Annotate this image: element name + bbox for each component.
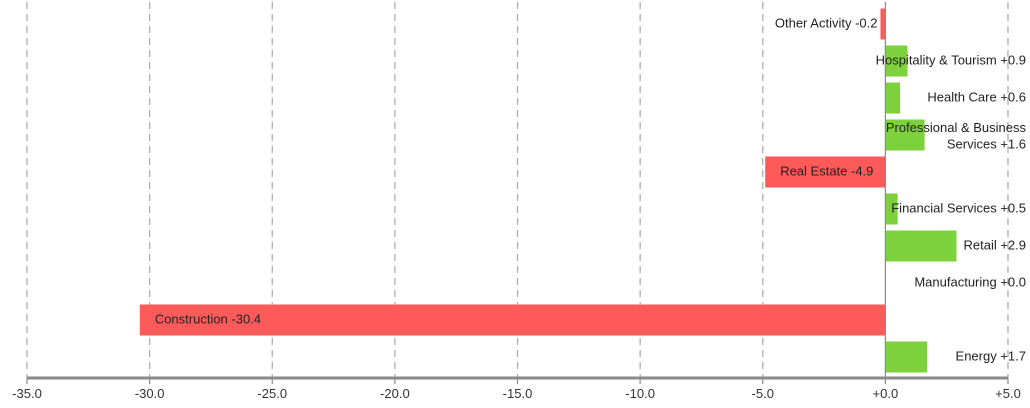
- bar: [885, 45, 908, 77]
- bar-label: Other Activity -0.2: [775, 15, 878, 30]
- bar-label-line: Services +1.6: [947, 137, 1026, 152]
- tick-label: -10.0: [625, 386, 655, 401]
- bar-label: Construction -30.4: [155, 311, 261, 326]
- tick-label: -35.0: [12, 386, 42, 401]
- bar: [885, 193, 898, 225]
- bar-label: Health Care +0.6: [927, 89, 1026, 104]
- bar-label: Energy +1.7: [956, 348, 1026, 363]
- tick-label: +0.0: [873, 386, 899, 401]
- x-axis-ticks: -35.0 -30.0 -25.0 -20.0 -15.0 -10.0 -5.0 +0.0 +5…: [12, 378, 1021, 401]
- tick-label: -15.0: [503, 386, 533, 401]
- tick-label: -20.0: [380, 386, 410, 401]
- tick-label: -5.0: [752, 386, 774, 401]
- bar-label: Hospitality & Tourism +0.9: [876, 52, 1026, 67]
- tick-label: -25.0: [257, 386, 287, 401]
- bar: [885, 341, 928, 373]
- bar: [885, 82, 901, 114]
- bar: [885, 230, 957, 262]
- bar: [139, 304, 886, 336]
- tick-label: +5.0: [995, 386, 1021, 401]
- bar-label: Financial Services +0.5: [891, 200, 1026, 215]
- tick-label: -30.0: [135, 386, 165, 401]
- bars-group: [139, 8, 957, 373]
- bar-labels-group: Other Activity -0.2 Hospitality & Tourism…: [155, 15, 1027, 363]
- bar-label-line: Professional & Business: [886, 120, 1027, 135]
- bar-label: Manufacturing +0.0: [914, 274, 1026, 289]
- bar: [765, 156, 886, 188]
- bar: [885, 119, 925, 151]
- bar-label: Professional & Business Services +1.6: [886, 120, 1027, 152]
- bar: [880, 8, 886, 40]
- bar-label: Retail +2.9: [963, 237, 1026, 252]
- bar-label: Real Estate -4.9: [780, 163, 873, 178]
